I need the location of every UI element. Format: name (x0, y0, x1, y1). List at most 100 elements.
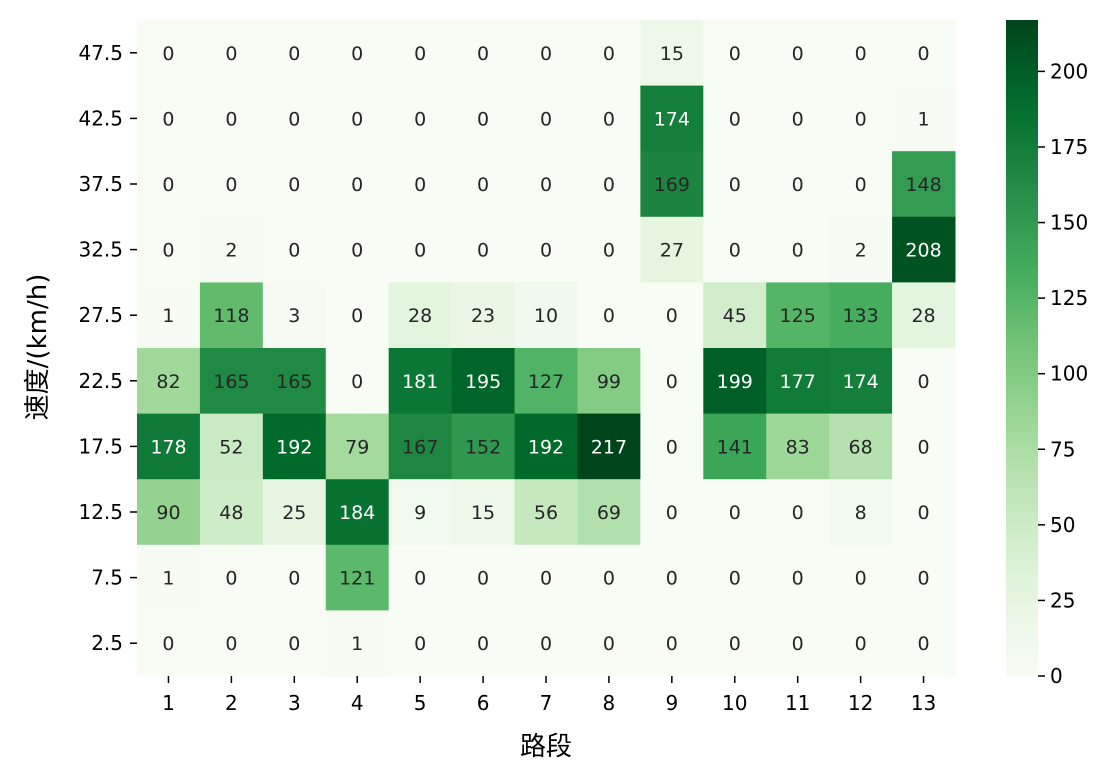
heatmap-cell-label: 199 (717, 371, 753, 393)
heatmap-cell-label: 0 (729, 174, 741, 196)
heatmap-cell (829, 413, 893, 480)
heatmap-cell (514, 479, 578, 546)
heatmap-cell (262, 282, 327, 349)
heatmap-cell-label: 0 (540, 174, 552, 196)
heatmap-cell (262, 413, 327, 480)
heatmap-cell (892, 413, 956, 480)
heatmap-cell-label: 0 (288, 240, 300, 262)
heatmap-cell (703, 20, 767, 87)
heatmap-cell (829, 85, 893, 152)
heatmap-cell-label: 0 (540, 43, 552, 65)
heatmap-cell (703, 544, 767, 611)
x-tick-label: 3 (288, 691, 301, 715)
heatmap-cell-label: 0 (666, 502, 678, 524)
x-axis: 1 2 3 4 5 6 7 8 9 10 11 12 13 (162, 676, 936, 715)
heatmap-cell-label: 0 (225, 568, 237, 590)
heatmap-cell (703, 479, 767, 546)
heatmap-cell-label: 0 (162, 633, 174, 655)
heatmap-cell-label: 3 (288, 305, 300, 327)
heatmap-cell (703, 282, 767, 349)
heatmap-cell (199, 85, 264, 152)
heatmap-cell-label: 0 (351, 174, 363, 196)
heatmap-cell (577, 479, 641, 546)
y-tick-label: 12.5 (78, 500, 123, 524)
heatmap-cell-label: 0 (477, 43, 489, 65)
heatmap-cell-label: 1 (351, 633, 363, 655)
heatmap-cell-label: 178 (150, 436, 186, 458)
heatmap-cell-label: 192 (276, 436, 312, 458)
heatmap-cell-label: 0 (351, 371, 363, 393)
heatmap-cell-label: 0 (162, 43, 174, 65)
heatmap-cell (137, 479, 201, 546)
heatmap-cell-label: 0 (792, 502, 804, 524)
heatmap-cell (829, 610, 893, 677)
y-tick-label: 7.5 (91, 566, 123, 590)
heatmap-cell (640, 85, 704, 152)
heatmap-cell (325, 610, 390, 677)
heatmap-cell-label: 165 (276, 371, 312, 393)
heatmap-cell-label: 0 (666, 633, 678, 655)
heatmap-cell-label: 23 (471, 305, 495, 327)
heatmap-cell (388, 20, 453, 87)
heatmap-cell (577, 151, 641, 218)
heatmap-cell-label: 0 (917, 633, 929, 655)
y-tick-label: 37.5 (78, 172, 123, 196)
heatmap-cell (892, 479, 956, 546)
x-tick-label: 1 (162, 691, 175, 715)
heatmap-cell (766, 20, 830, 87)
colorbar-tick-label: 50 (1050, 513, 1075, 537)
heatmap-cell (451, 282, 516, 349)
heatmap-cell-label: 69 (597, 502, 621, 524)
heatmap-cell (703, 151, 767, 218)
heatmap-cell-label: 27 (660, 240, 684, 262)
heatmap-cell-label: 217 (591, 436, 627, 458)
heatmap-cell-label: 0 (603, 633, 615, 655)
heatmap-cell (514, 348, 578, 415)
heatmap-cell (325, 348, 390, 415)
heatmap-cell (325, 20, 390, 87)
heatmap-cell-label: 0 (162, 174, 174, 196)
heatmap-cell (137, 20, 201, 87)
heatmap-cell-label: 0 (351, 108, 363, 130)
heatmap-cell-label: 0 (414, 43, 426, 65)
heatmap-cell-label: 52 (219, 436, 243, 458)
heatmap-cell (137, 413, 201, 480)
heatmap-cell (892, 85, 956, 152)
heatmap-cell-label: 0 (477, 108, 489, 130)
y-tick-label: 22.5 (78, 369, 123, 393)
heatmap-cell (892, 610, 956, 677)
heatmap-cell (829, 479, 893, 546)
heatmap-cell (325, 151, 390, 218)
heatmap-cell (577, 610, 641, 677)
colorbar-tick-label: 0 (1050, 664, 1063, 688)
heatmap-cell-label: 56 (534, 502, 558, 524)
heatmap-cell-label: 0 (540, 108, 552, 130)
heatmap-cell (451, 151, 516, 218)
x-tick-label: 11 (785, 691, 810, 715)
heatmap-cell-label: 2 (855, 240, 867, 262)
y-tick-label: 47.5 (78, 41, 123, 65)
heatmap-cell-label: 125 (780, 305, 816, 327)
heatmap-cell-label: 0 (351, 240, 363, 262)
heatmap-cell (640, 348, 704, 415)
heatmap-cell (892, 216, 956, 283)
heatmap-cell-label: 0 (540, 633, 552, 655)
heatmap-cell-label: 28 (408, 305, 432, 327)
heatmap-cell-label: 0 (729, 108, 741, 130)
heatmap-cell-label: 0 (288, 633, 300, 655)
heatmap-cell (262, 479, 327, 546)
heatmap-cell (703, 85, 767, 152)
heatmap-cell-label: 177 (780, 371, 816, 393)
heatmap-cell (388, 610, 453, 677)
heatmap-cell (451, 216, 516, 283)
heatmap-cell (199, 544, 264, 611)
heatmap-cell-label: 10 (534, 305, 558, 327)
heatmap-cell-label: 0 (414, 568, 426, 590)
heatmap-cell-label: 181 (402, 371, 438, 393)
heatmap-cell-label: 48 (219, 502, 243, 524)
heatmap-cell (325, 544, 390, 611)
heatmap-cell (640, 413, 704, 480)
heatmap-cell-label: 167 (402, 436, 438, 458)
heatmap-cell (892, 151, 956, 218)
